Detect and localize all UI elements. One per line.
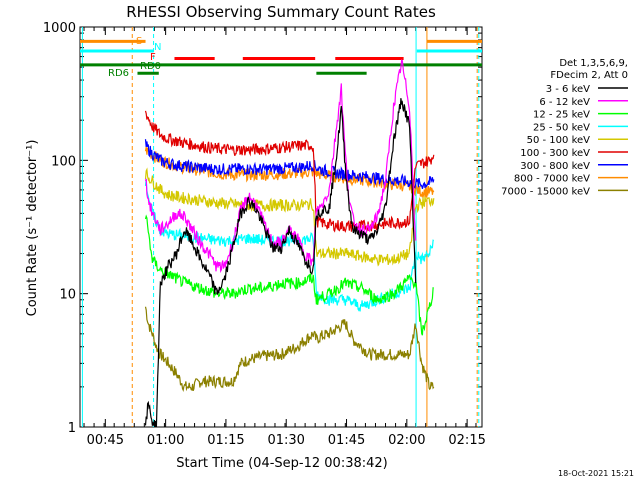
series-line-6-12-kev [144, 59, 417, 274]
flag-label-s: S [136, 36, 142, 47]
legend-label: 7000 - 15000 keV [501, 186, 590, 197]
x-tick-label: 01:45 [328, 433, 365, 448]
legend-label: 800 - 7000 keV [514, 174, 590, 185]
plot-frame [79, 26, 483, 428]
legend-label: 6 - 12 keV [539, 97, 590, 108]
series-line-3-6-kev [144, 98, 417, 428]
x-tick-label: 01:30 [267, 433, 304, 448]
series-line-7000-15000-kev [144, 306, 435, 393]
series-line-50-100-kev [144, 167, 435, 267]
legend-label: 100 - 300 keV [520, 148, 590, 159]
legend-label: 12 - 25 keV [533, 110, 590, 121]
chart-title: RHESSI Observing Summary Count Rates [126, 3, 436, 21]
legend-label: 3 - 6 keV [546, 84, 590, 95]
flag-label-rd0: RD0 [140, 61, 161, 72]
series-line-100-300-kev [144, 110, 435, 233]
y-tick-label: 100 [51, 154, 76, 169]
y-tick-label: 10 [59, 288, 76, 303]
y-tick-label: 1 [68, 421, 76, 436]
flag-label-rd6: RD6 [108, 68, 129, 79]
legend-label: 25 - 50 keV [533, 122, 590, 133]
legend-label: 50 - 100 keV [527, 135, 591, 146]
y-tick-label: 1000 [43, 21, 76, 36]
x-tick-label: 01:00 [147, 433, 184, 448]
plot-area: 1 10 100 1000 00:45 01:00 01:15 01:30 01:45 02:00… [43, 21, 486, 448]
x-tick-label: 02:15 [448, 433, 485, 448]
x-tick-label: 01:15 [207, 433, 244, 448]
series-line-800-7000-kev [144, 146, 435, 198]
x-tick-label: 02:00 [388, 433, 425, 448]
legend-header: Det 1,3,5,6,9, [559, 58, 628, 69]
legend-header: FDecim 2, Att 0 [550, 70, 628, 81]
x-axis-label: Start Time (04-Sep-12 00:38:42) [176, 456, 387, 471]
footer-timestamp: 18-Oct-2021 15:21 [558, 469, 634, 478]
x-tick-label: 00:45 [87, 433, 124, 448]
legend: Det 1,3,5,6,9,FDecim 2, Att 0 3 - 6 keV 6 … [501, 58, 628, 197]
y-axis-label: Count Rate (s⁻¹ detector⁻¹) [25, 140, 40, 317]
series-line-12-25-kev [144, 214, 434, 336]
flag-label-f: F [150, 52, 156, 63]
flag-label-n: N [154, 42, 161, 53]
legend-label: 300 - 800 keV [520, 161, 590, 172]
